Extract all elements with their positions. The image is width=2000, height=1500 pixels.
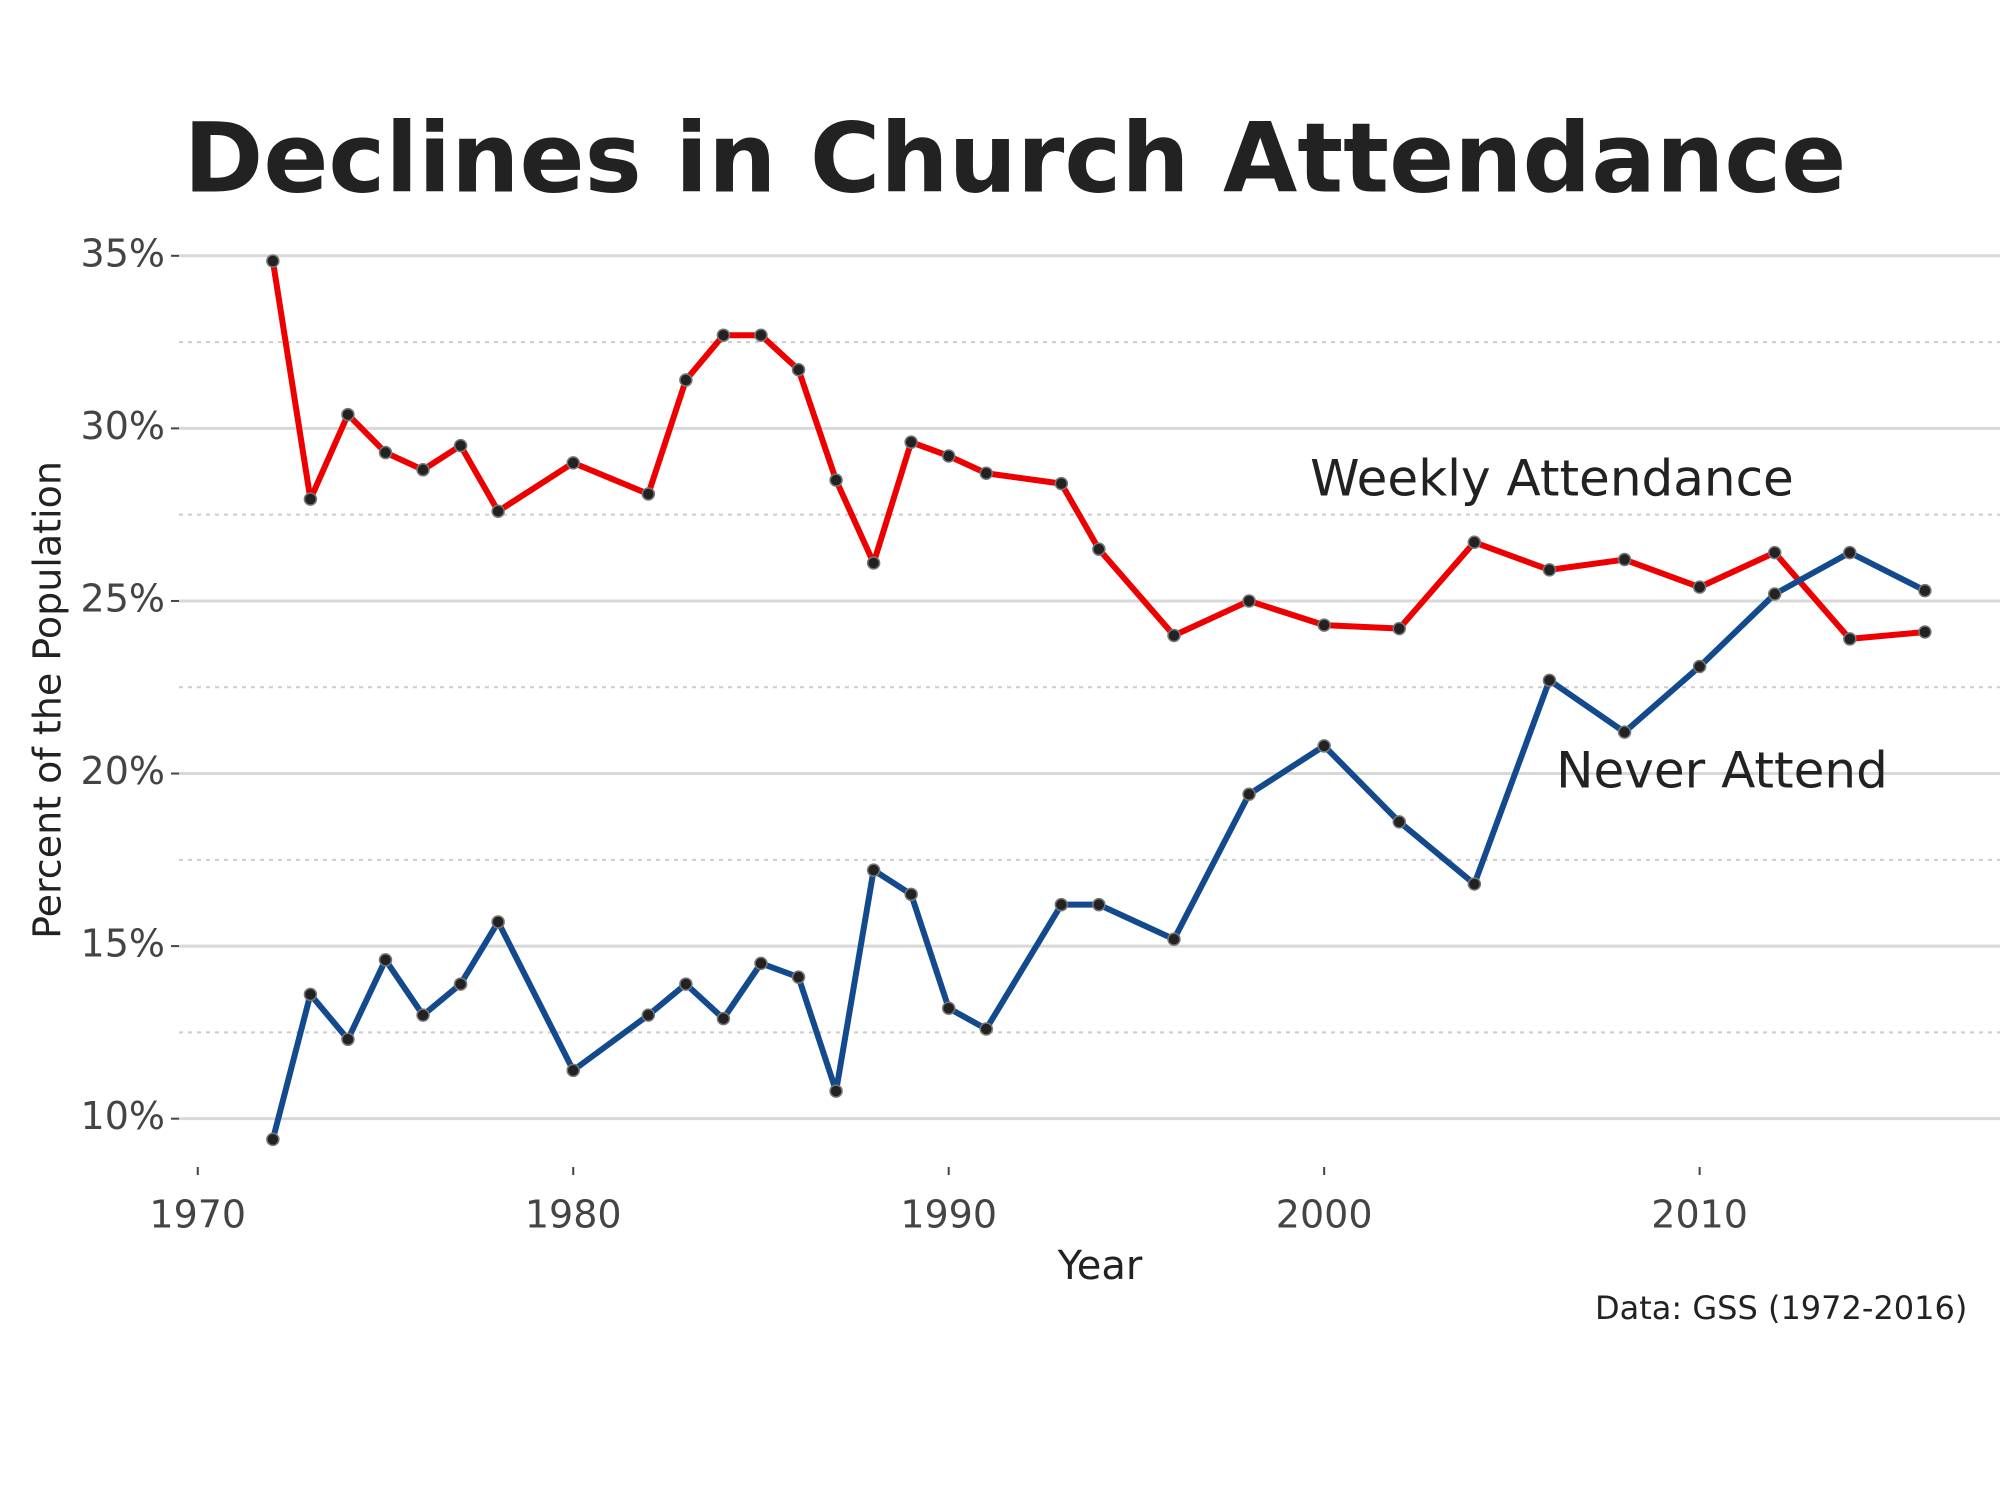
data-point (1054, 897, 1069, 912)
chart-title: Declines in Church Attendance (184, 102, 1847, 214)
data-point (941, 449, 956, 463)
data-point (1054, 476, 1069, 491)
data-point (266, 1132, 280, 1147)
x-tick-label: 1970 (149, 1193, 246, 1237)
data-point (1692, 659, 1707, 674)
data-point (1467, 535, 1482, 550)
data-point (1692, 580, 1707, 594)
data-point (791, 970, 806, 984)
data-point (1167, 628, 1181, 643)
series-label: Weekly Attendance (1310, 450, 1794, 508)
series-line (269, 549, 1927, 1141)
data-point (1392, 815, 1407, 829)
data-point (679, 373, 693, 387)
y-tick-label: 30% (81, 404, 165, 448)
data-point (941, 1001, 956, 1015)
data-point (1467, 877, 1482, 891)
data-point (1542, 673, 1557, 688)
data-point (1767, 545, 1782, 560)
y-tick-label: 15% (81, 922, 165, 966)
data-point (1242, 787, 1256, 801)
data-point (1617, 552, 1632, 567)
data-point (416, 463, 430, 477)
data-point (1392, 621, 1407, 636)
x-axis-label: Year (1057, 1243, 1143, 1289)
x-tick-label: 1980 (525, 1193, 622, 1237)
data-point (416, 1008, 430, 1022)
caption: Data: GSS (1972-2016) (1595, 1289, 1967, 1327)
data-point (1843, 632, 1857, 646)
data-point (1167, 932, 1181, 946)
data-point (1092, 897, 1106, 912)
data-point (1242, 594, 1256, 608)
data-point (1317, 618, 1331, 632)
data-point (979, 1022, 993, 1036)
data-point (791, 362, 806, 377)
data-point (341, 407, 355, 422)
data-point (378, 445, 393, 460)
data-point (566, 1063, 580, 1078)
data-point (904, 887, 918, 902)
y-tick-label: 20% (81, 749, 165, 793)
data-point (341, 1032, 355, 1047)
x-tick-label: 1990 (900, 1193, 997, 1237)
data-point (679, 977, 693, 991)
data-point (1918, 583, 1932, 598)
data-point (754, 956, 768, 971)
data-point (1918, 625, 1932, 639)
y-tick-label: 25% (81, 576, 165, 620)
data-point (716, 1011, 731, 1026)
y-tick-label: 10% (81, 1094, 165, 1138)
data-point (716, 328, 731, 342)
data-point (1092, 542, 1106, 556)
data-point (1843, 545, 1857, 560)
data-point (866, 863, 881, 877)
data-point (641, 1008, 656, 1022)
x-tick-label: 2010 (1651, 1193, 1748, 1237)
data-point (641, 487, 656, 501)
data-point (453, 977, 468, 991)
data-point (829, 1084, 843, 1098)
data-point (754, 328, 768, 342)
data-point (1617, 725, 1632, 739)
y-axis-label: Percent of the Population (26, 461, 70, 939)
data-point (1767, 587, 1782, 601)
x-tick-label: 2000 (1276, 1193, 1373, 1237)
data-point (829, 473, 843, 487)
data-point (866, 556, 881, 570)
data-point (266, 254, 280, 268)
data-point (566, 456, 580, 470)
data-point (1317, 739, 1331, 753)
y-tick-label: 35% (81, 231, 165, 275)
data-point (303, 987, 318, 1002)
data-point (1542, 563, 1557, 577)
data-point (491, 915, 505, 929)
data-point (491, 504, 505, 518)
data-point (303, 492, 318, 506)
data-point (453, 438, 468, 453)
data-point (979, 466, 993, 480)
data-point (904, 435, 918, 449)
data-point (378, 953, 393, 967)
series-label: Never Attend (1556, 742, 1888, 800)
